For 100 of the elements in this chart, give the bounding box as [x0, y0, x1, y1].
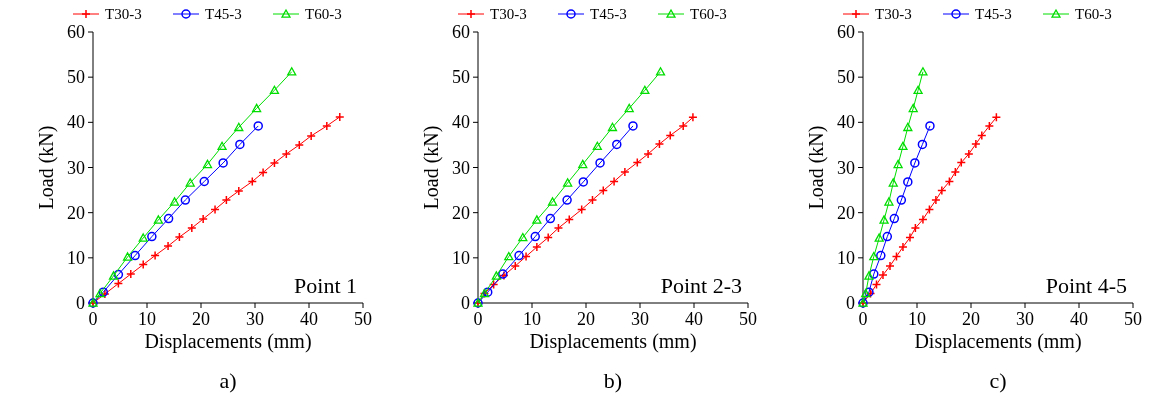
- point: [108, 271, 119, 280]
- y-tick-label: 40: [452, 112, 470, 133]
- y-tick-label: 10: [452, 247, 470, 268]
- legend-label: T45-3: [590, 6, 627, 22]
- x-tick-label: 10: [523, 309, 541, 329]
- point: [269, 85, 280, 95]
- point: [869, 251, 879, 261]
- point: [562, 178, 573, 187]
- x-axis-title: Displacements (mm): [529, 330, 697, 353]
- y-tick-label: 0: [76, 293, 85, 313]
- point: [126, 269, 136, 279]
- x-tick-label: 0: [473, 309, 483, 329]
- point: [147, 231, 157, 242]
- point: [578, 177, 589, 187]
- point: [903, 122, 913, 132]
- point: [612, 139, 622, 150]
- point: [153, 215, 163, 224]
- legend-label: T30-3: [875, 6, 912, 22]
- point: [609, 176, 619, 187]
- legend-label: T60-3: [1075, 6, 1112, 22]
- point: [163, 213, 174, 224]
- x-tick-label: 10: [138, 309, 156, 329]
- x-tick-label: 50: [739, 309, 757, 329]
- x-tick-label: 50: [354, 309, 372, 329]
- point: [138, 259, 148, 270]
- point: [122, 252, 133, 261]
- point: [518, 232, 528, 242]
- point: [878, 270, 888, 280]
- point: [643, 149, 653, 159]
- point: [210, 204, 220, 215]
- x-tick-label: 40: [1070, 309, 1088, 329]
- point: [595, 158, 605, 168]
- point: [545, 213, 556, 224]
- point: [620, 167, 630, 177]
- point: [130, 250, 140, 261]
- x-tick-label: 40: [685, 309, 703, 329]
- x-tick-label: 20: [577, 309, 595, 329]
- text: a): [219, 368, 237, 393]
- point: [910, 223, 921, 233]
- point: [908, 103, 918, 113]
- legend-label: T60-3: [690, 6, 727, 22]
- point: [964, 149, 974, 159]
- point: [898, 242, 908, 252]
- y-tick-label: 20: [67, 202, 85, 223]
- point: [910, 158, 920, 168]
- point: [169, 197, 180, 206]
- point: [607, 122, 618, 132]
- point: [918, 214, 928, 225]
- y-tick-label: 30: [452, 157, 470, 178]
- y-tick-label: 0: [461, 293, 470, 313]
- point: [977, 130, 987, 141]
- legend-label: T30-3: [105, 6, 142, 22]
- y-tick-label: 20: [837, 202, 855, 223]
- y-tick-label: 50: [67, 67, 85, 88]
- y-tick-label: 30: [67, 157, 85, 178]
- y-axis-title: Load (kN): [35, 125, 58, 210]
- x-axis-title: Displacements (mm): [144, 330, 312, 353]
- x-tick-label: 30: [246, 309, 264, 329]
- x-axis-title: Displacements (mm): [914, 330, 1082, 353]
- point: [218, 158, 228, 168]
- y-axis-title: Load (kN): [420, 125, 443, 210]
- annotation: Point 1: [294, 273, 357, 298]
- y-tick-label: 0: [846, 293, 855, 313]
- annotation: Point 2-3: [660, 273, 742, 298]
- x-tick-label: 10: [908, 309, 926, 329]
- legend-label: T45-3: [975, 6, 1012, 22]
- annotation: Point 4-5: [1045, 273, 1127, 298]
- point: [180, 195, 191, 205]
- y-tick-label: 60: [67, 22, 85, 42]
- point: [937, 185, 947, 196]
- point: [504, 251, 514, 261]
- point: [678, 121, 688, 131]
- point: [885, 261, 895, 271]
- point: [553, 223, 564, 233]
- point: [514, 250, 524, 261]
- y-tick-label: 40: [67, 112, 85, 133]
- point: [185, 178, 195, 187]
- point: [198, 214, 208, 224]
- y-tick-label: 10: [67, 247, 85, 268]
- text: b): [603, 368, 623, 393]
- point: [174, 232, 185, 242]
- point: [905, 232, 915, 243]
- point: [869, 269, 879, 279]
- point: [510, 261, 521, 271]
- point: [235, 139, 245, 150]
- y-tick-label: 50: [837, 67, 855, 88]
- point: [562, 195, 572, 205]
- point: [269, 158, 280, 168]
- point: [640, 85, 650, 95]
- point: [234, 122, 244, 132]
- point: [587, 195, 598, 205]
- point: [532, 215, 542, 224]
- x-tick-label: 50: [1124, 309, 1142, 329]
- y-tick-label: 10: [837, 247, 855, 268]
- y-tick-label: 40: [837, 112, 855, 133]
- point: [655, 67, 666, 76]
- point: [150, 250, 160, 261]
- point: [688, 112, 698, 123]
- text: c): [989, 368, 1007, 393]
- point: [221, 195, 232, 205]
